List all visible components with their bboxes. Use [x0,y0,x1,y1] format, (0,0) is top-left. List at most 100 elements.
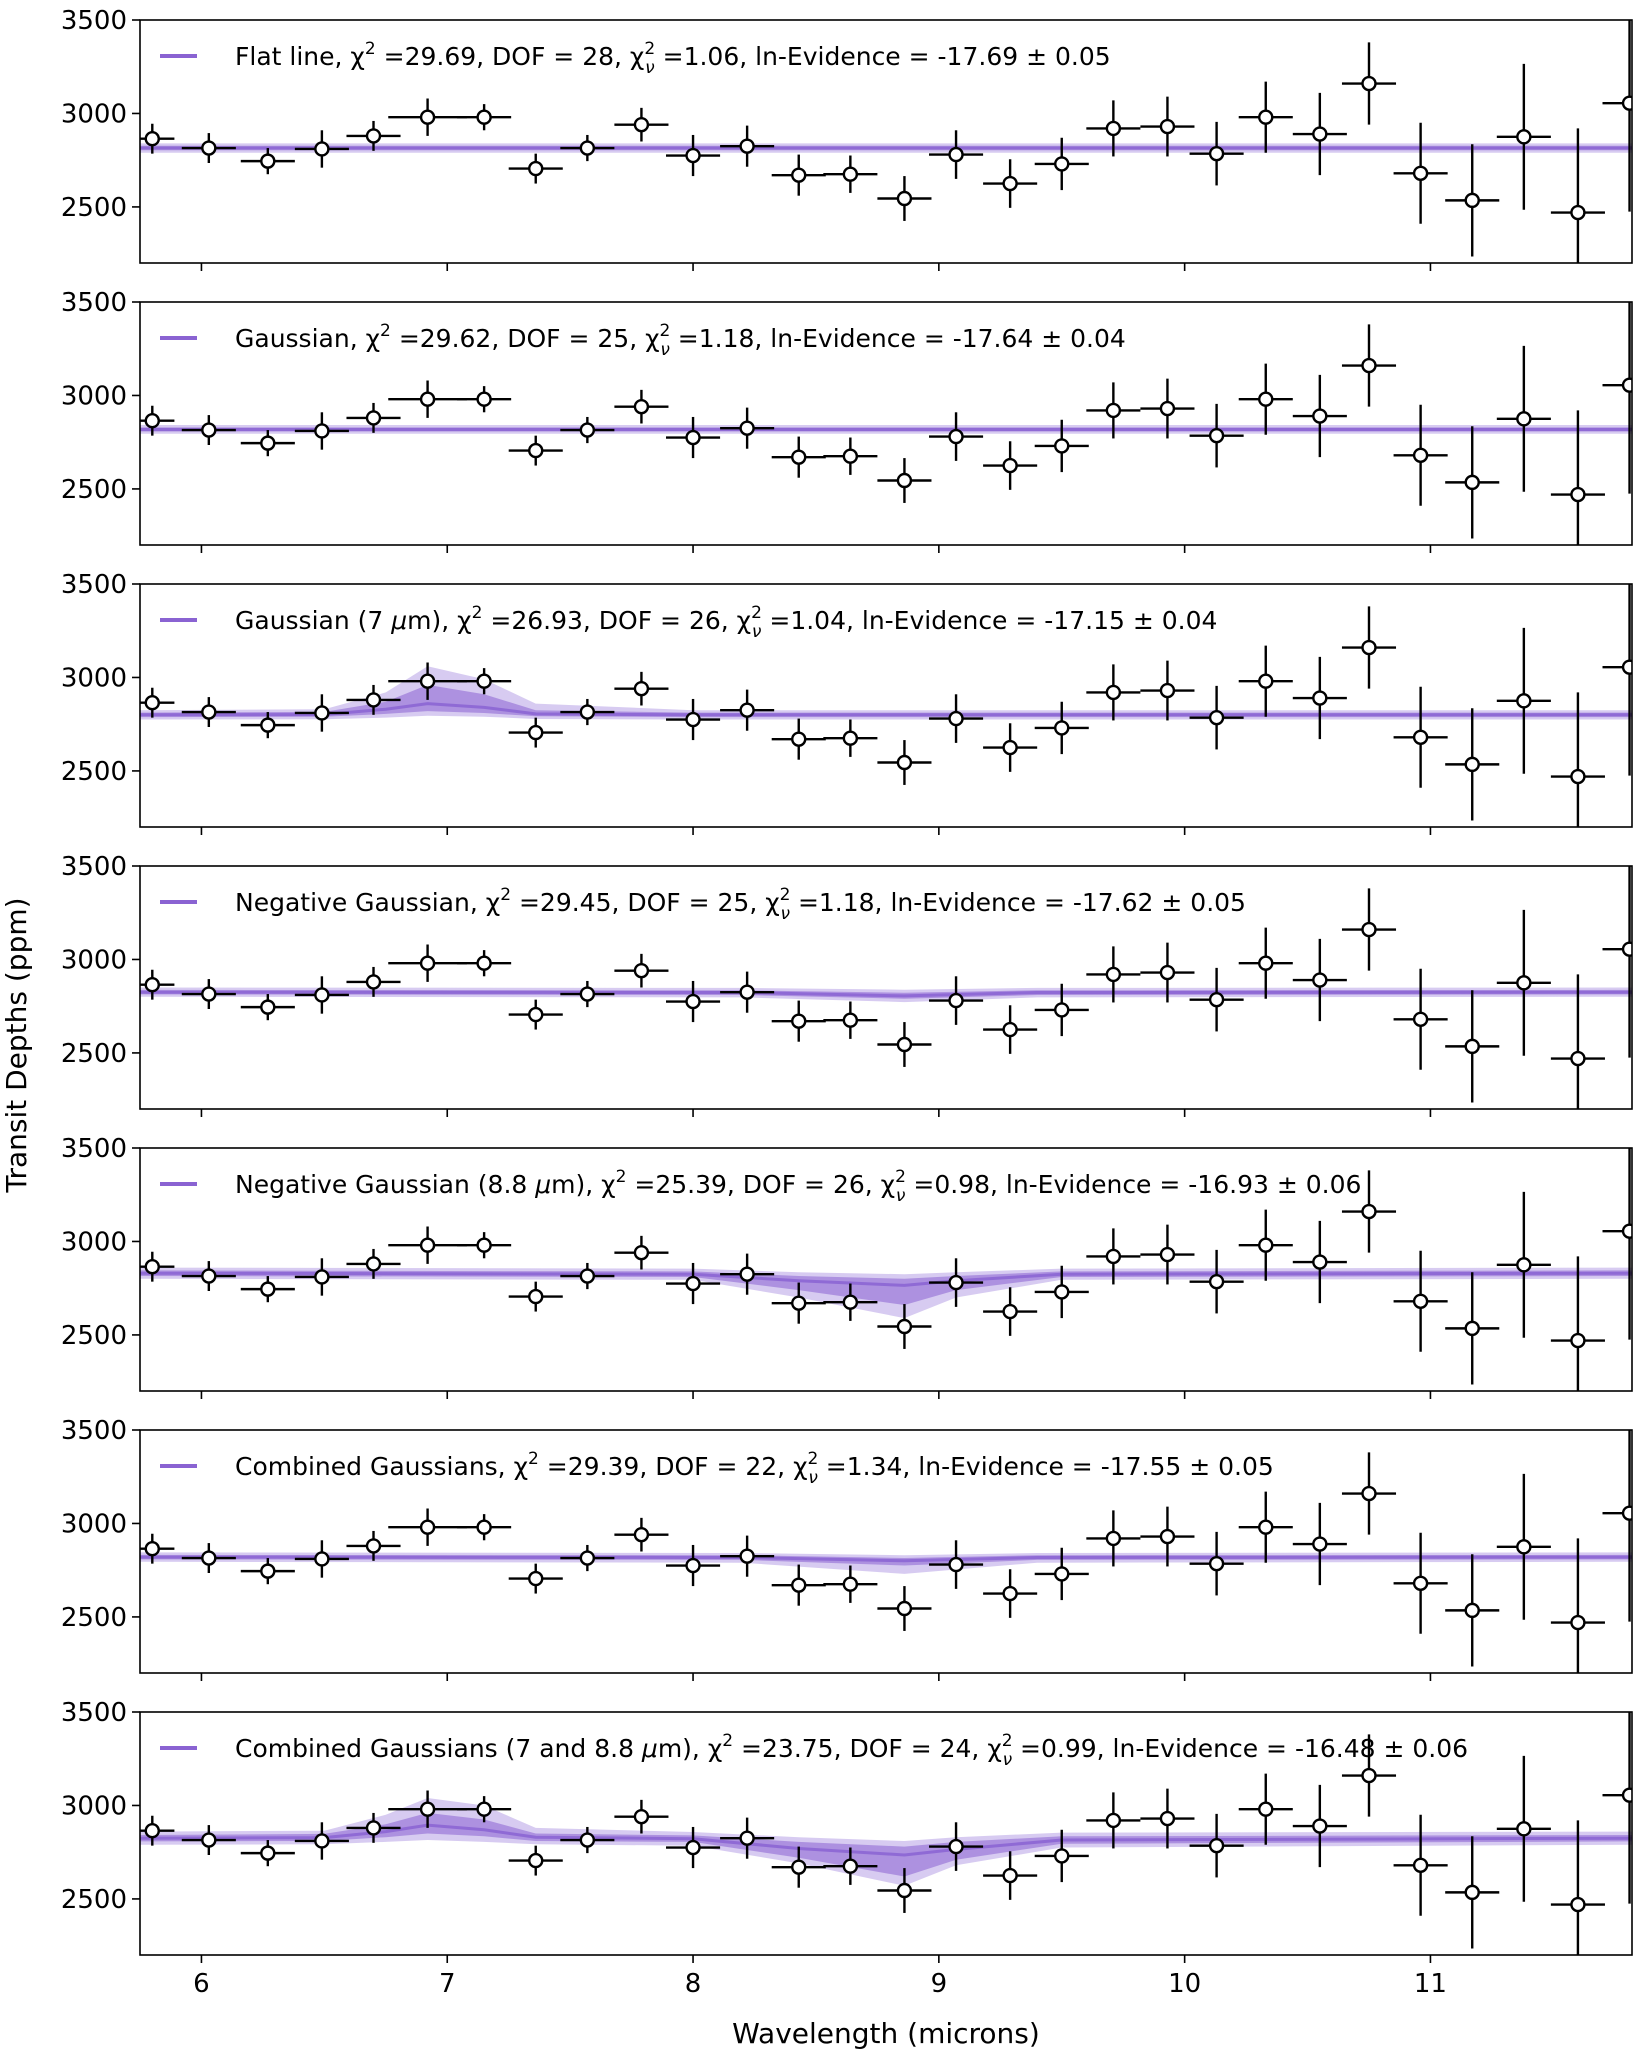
data-marker [1412,1011,1429,1027]
plot-area [140,866,1632,1109]
data-point [140,969,175,1000]
data-marker [633,398,650,415]
data-marker [1208,709,1225,726]
data-marker [685,429,701,446]
data-marker [365,1820,382,1836]
data-marker [1464,192,1480,209]
y-tick-label: 2500 [61,1603,127,1633]
data-marker [314,141,330,157]
data-point [1189,967,1244,1032]
data-marker [579,1268,596,1284]
y-tick-label: 3500 [61,1698,127,1728]
data-point [508,717,563,748]
data-point [240,994,295,1021]
data-marker [1258,1237,1274,1253]
data-point [1496,909,1551,1056]
data-point [1140,942,1195,1003]
data-point [929,976,984,1025]
data-marker [1054,1002,1070,1018]
data-point [346,1812,401,1843]
data-marker [1621,377,1632,393]
data-point [1189,403,1244,468]
data-marker [842,166,859,182]
data-point [1238,1773,1293,1845]
data-marker [685,1275,701,1292]
data-marker [1054,438,1070,454]
data-point [983,159,1038,208]
data-marker [419,955,436,971]
data-point [240,1558,295,1585]
data-point [771,1846,826,1888]
data-marker [739,702,755,718]
data-marker [260,1563,276,1579]
data-marker [896,1036,913,1053]
data-marker [1621,95,1632,111]
data-marker [579,1550,596,1566]
y-tick-label: 3000 [61,1227,127,1257]
data-marker [896,754,913,771]
data-marker [1412,729,1429,745]
data-point [1086,1792,1141,1849]
data-point [666,698,721,741]
data-point [140,405,175,436]
data-marker [948,146,964,163]
axes-frame [139,301,1633,546]
data-point [1034,1829,1089,1883]
data-point [457,386,512,413]
data-marker [1159,118,1176,135]
data-marker [419,1519,436,1535]
data-point [720,1535,775,1577]
data-marker [365,128,382,144]
data-marker [791,1295,807,1311]
data-marker [1312,1536,1328,1552]
data-point [294,694,349,732]
data-marker [948,1838,964,1855]
data-marker [1312,408,1328,424]
data-point [1086,100,1141,157]
data-point [877,1586,932,1631]
data-marker [1159,682,1176,699]
data-marker [1570,1050,1586,1067]
data-marker [633,680,650,697]
data-marker [791,731,807,747]
data-point [346,402,401,433]
data-marker [528,724,544,741]
data-point [457,1232,512,1259]
x-tick-label: 7 [439,1969,456,1999]
data-marker [1464,1320,1480,1337]
data-point [560,698,615,726]
data-marker [1105,120,1122,137]
y-tick-label: 3500 [61,6,127,36]
data-marker [1412,165,1429,181]
data-point [388,662,467,700]
data-point [1602,1712,1632,1904]
data-point [1292,1784,1347,1868]
data-point [181,133,236,163]
data-marker [476,1801,492,1817]
data-marker [1412,1857,1429,1873]
data-point [346,120,401,151]
data-point [877,1304,932,1349]
legend-label: Negative Gaussian (8.8 μm), χ2 =25.39, D… [235,1167,1361,1206]
data-marker [739,1548,755,1564]
data-marker [476,1519,492,1535]
data-marker [1258,955,1274,971]
data-point [983,723,1038,772]
data-point [720,1253,775,1295]
data-marker [791,1577,807,1593]
data-marker [1002,1303,1018,1320]
data-marker [1516,1257,1532,1273]
y-tick-label: 2500 [61,193,127,223]
data-point [294,1540,349,1578]
data-point [1189,1249,1244,1314]
data-marker [144,694,160,711]
legend-label: Combined Gaussians, χ2 =29.39, DOF = 22,… [235,1449,1274,1488]
data-marker [842,730,859,746]
data-point [1189,1813,1244,1878]
data-marker [842,1858,859,1874]
data-point [1602,584,1632,776]
data-marker [201,1268,217,1284]
plot-area [140,1712,1632,1955]
legend-label: Combined Gaussians (7 and 8.8 μm), χ2 =2… [235,1731,1468,1770]
data-point [1341,1734,1397,1817]
